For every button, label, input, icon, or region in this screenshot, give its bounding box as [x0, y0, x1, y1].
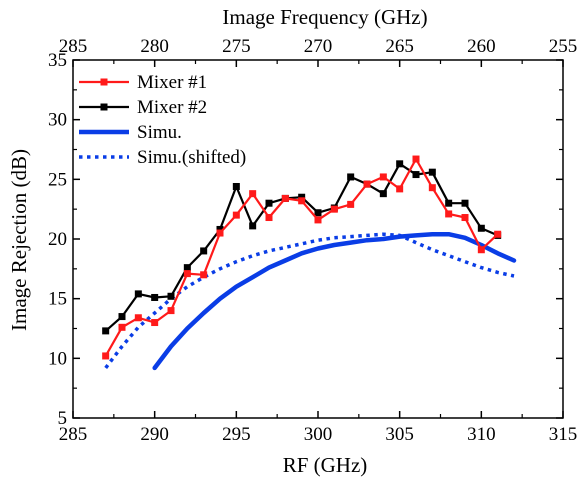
x-tick-label: 290 — [140, 424, 169, 445]
legend-marker — [100, 78, 108, 86]
data-point-1 — [151, 319, 159, 327]
data-point-1 — [494, 230, 502, 238]
data-point-1 — [396, 185, 404, 193]
data-point-1 — [216, 229, 224, 237]
data-point-2 — [477, 224, 485, 232]
x-tick-label: 305 — [385, 424, 414, 445]
data-point-2 — [167, 292, 175, 300]
data-point-1 — [232, 211, 240, 219]
data-point-1 — [445, 210, 453, 218]
data-point-1 — [102, 352, 110, 360]
y-tick-label: 25 — [48, 169, 67, 190]
data-point-1 — [134, 314, 142, 322]
data-point-1 — [298, 197, 306, 205]
series-line-1 — [104, 157, 499, 357]
x-tick-label: 310 — [467, 424, 496, 445]
data-point-1 — [428, 184, 436, 192]
data-point-2 — [134, 290, 142, 298]
data-point-2 — [428, 168, 436, 176]
data-point-1 — [363, 180, 371, 188]
data-point-2 — [314, 209, 322, 217]
x2-tick-label: 265 — [385, 36, 414, 57]
series-line-3 — [152, 231, 517, 371]
x-tick-label: 315 — [549, 424, 578, 445]
data-point-2 — [249, 222, 257, 230]
data-point-2 — [298, 193, 306, 201]
x2-tick-label: 280 — [140, 36, 169, 57]
legend-label: Simu.(shifted) — [137, 147, 246, 168]
data-point-1 — [412, 155, 420, 163]
data-point-1 — [183, 270, 191, 278]
x2-axis-title: Image Frequency (GHz) — [222, 5, 427, 29]
x2-tick-label: 255 — [549, 36, 578, 57]
data-point-2 — [102, 327, 110, 335]
y-tick-label: 15 — [48, 289, 67, 310]
data-point-1 — [249, 190, 257, 198]
data-point-2 — [216, 225, 224, 233]
x-axis-title: RF (GHz) — [283, 453, 368, 477]
data-point-2 — [183, 264, 191, 272]
data-point-1 — [167, 307, 175, 315]
data-point-1 — [477, 246, 485, 254]
data-point-2 — [151, 293, 159, 301]
y-tick-label: 35 — [48, 50, 67, 71]
legend-label: Mixer #2 — [137, 97, 207, 118]
data-point-2 — [265, 199, 273, 207]
y-tick-label: 30 — [48, 110, 67, 131]
data-point-2 — [118, 313, 126, 321]
data-point-2 — [232, 182, 240, 190]
y-tick-label: 10 — [48, 348, 67, 369]
y-tick-label: 5 — [58, 408, 68, 429]
data-point-1 — [281, 194, 289, 202]
data-point-2 — [461, 199, 469, 207]
y-axis-title: Image Rejection (dB) — [7, 149, 31, 331]
data-point-1 — [200, 271, 208, 279]
x-tick-label: 295 — [222, 424, 251, 445]
series-line-4 — [104, 232, 515, 369]
data-point-1 — [461, 214, 469, 222]
x-tick-label: 300 — [304, 424, 333, 445]
x-tick-label: 285 — [59, 424, 88, 445]
y-tick-label: 20 — [48, 229, 67, 250]
x2-tick-label: 275 — [222, 36, 251, 57]
legend-marker — [100, 103, 108, 111]
data-point-1 — [330, 205, 338, 213]
data-point-1 — [379, 173, 387, 181]
legend: Mixer #1 Mixer #2 Simu. Simu.(shifted) — [79, 72, 246, 168]
data-point-2 — [200, 247, 208, 255]
data-point-2 — [396, 160, 404, 168]
legend-label: Simu. — [137, 122, 182, 143]
x2-tick-label: 285 — [59, 36, 88, 57]
data-point-2 — [445, 199, 453, 207]
data-point-1 — [314, 216, 322, 224]
data-point-1 — [265, 214, 273, 222]
data-point-2 — [347, 173, 355, 181]
data-point-1 — [118, 323, 126, 331]
legend-label: Mixer #1 — [137, 72, 207, 93]
x2-tick-label: 270 — [304, 36, 333, 57]
series-line-2 — [104, 162, 499, 332]
data-point-2 — [412, 171, 420, 179]
data-point-2 — [379, 190, 387, 198]
data-point-1 — [347, 200, 355, 208]
x2-tick-label: 260 — [467, 36, 496, 57]
